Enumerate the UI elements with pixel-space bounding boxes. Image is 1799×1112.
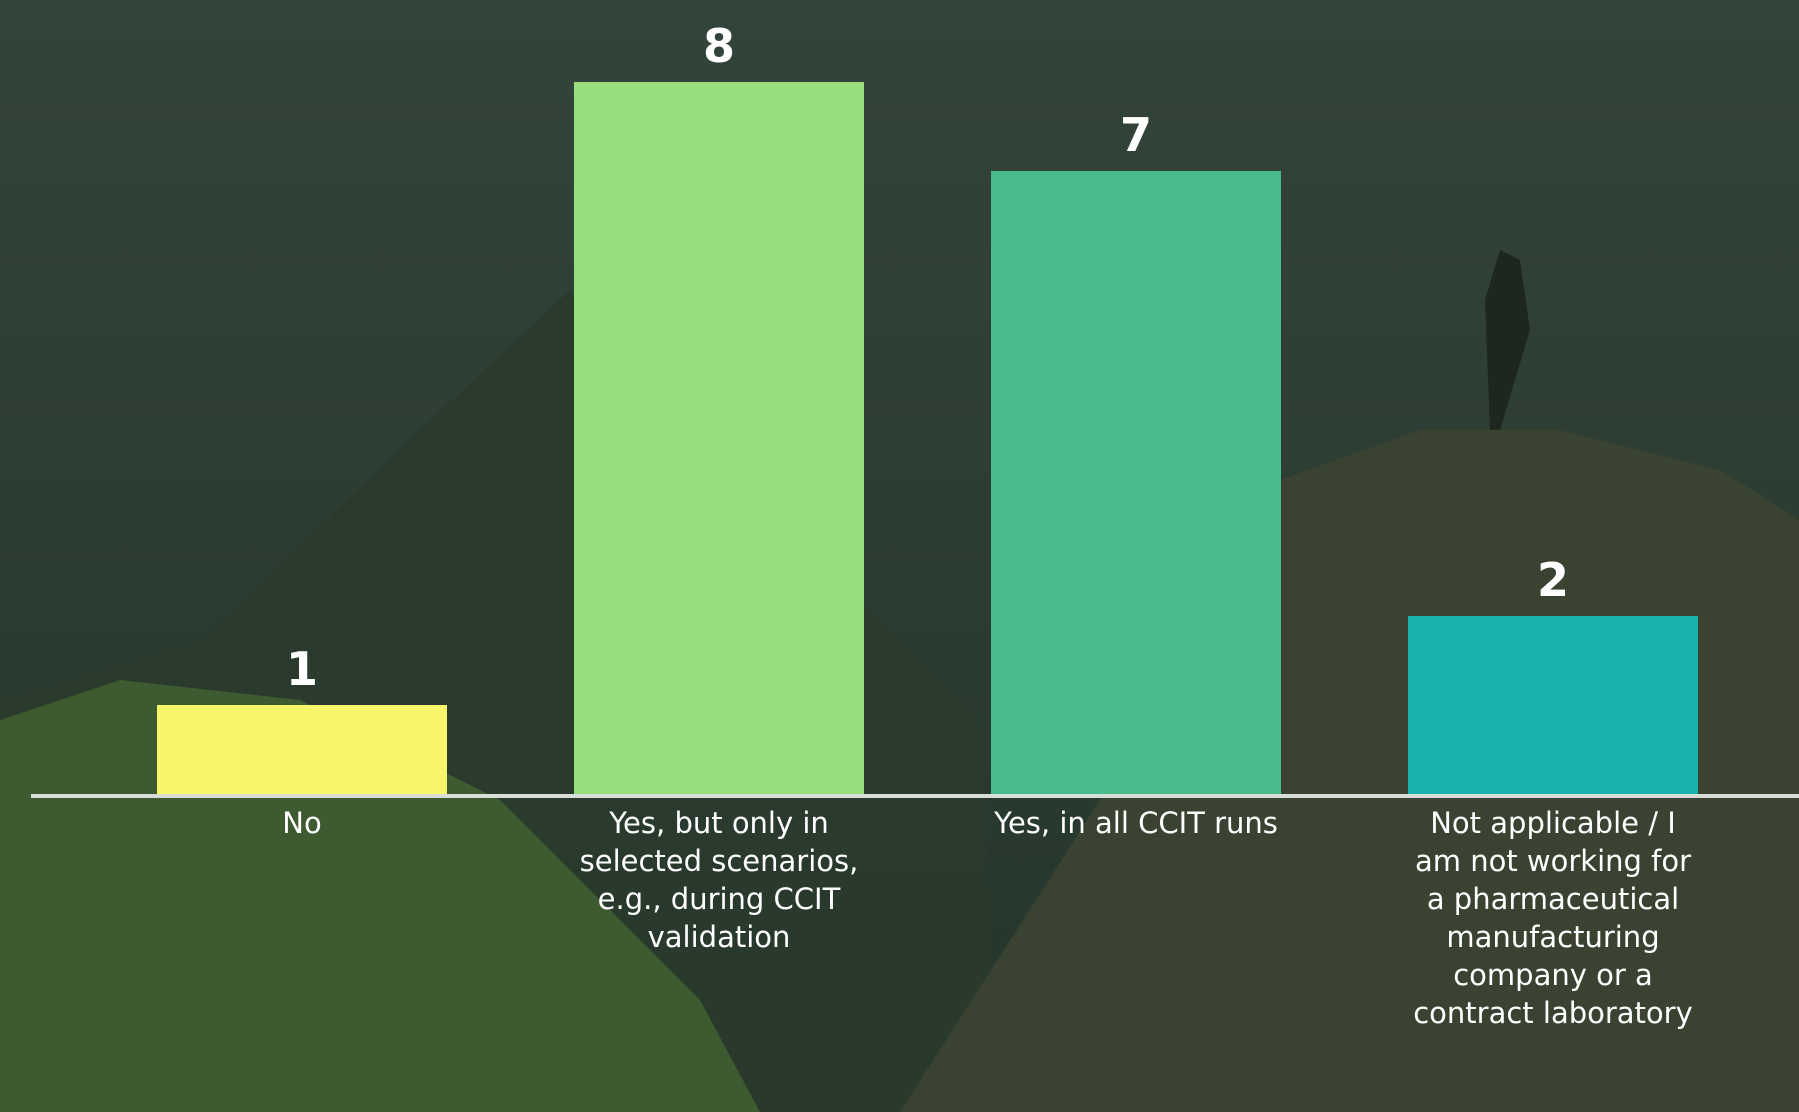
- bar: [157, 705, 447, 794]
- bar: [991, 171, 1281, 794]
- value-label: 8: [703, 19, 735, 73]
- bar: [1408, 616, 1698, 794]
- value-label: 2: [1537, 553, 1569, 607]
- bar: [574, 82, 864, 794]
- value-label: 7: [1120, 108, 1152, 162]
- category-label: No: [282, 806, 322, 840]
- category-label: Not applicable / I am not working for a …: [1413, 806, 1693, 1030]
- value-label: 1: [286, 642, 318, 696]
- category-label: Yes, in all CCIT runs: [994, 806, 1278, 840]
- category-label: Yes, but only in selected scenarios, e.g…: [579, 806, 859, 954]
